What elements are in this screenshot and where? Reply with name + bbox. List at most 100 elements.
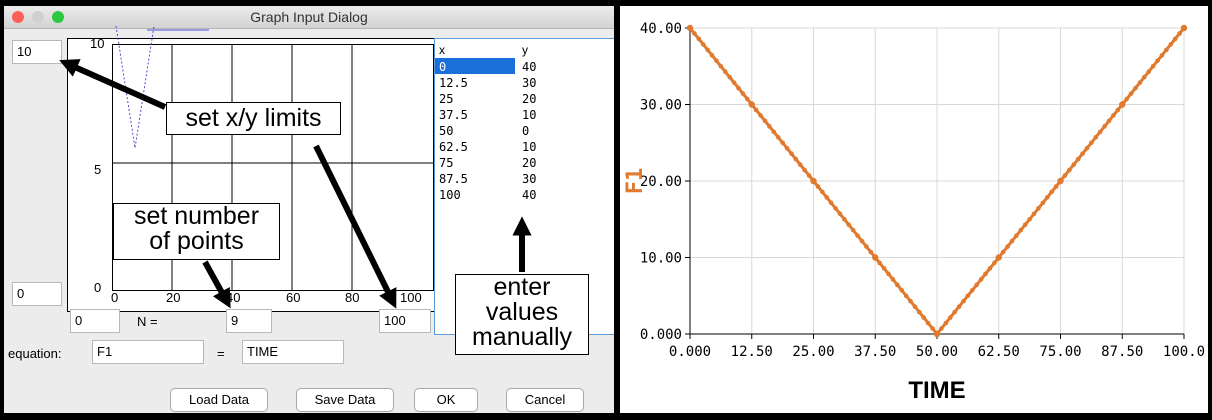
series-sample-dot [1106,118,1112,124]
x-tick-label: 75.00 [1039,344,1081,360]
series-sample-dot [1128,91,1134,96]
table-cell-y[interactable]: 20 [522,156,537,170]
series-sample-dot [1075,156,1081,162]
close-window-button[interactable] [12,11,24,23]
data-point [1057,177,1064,185]
series-sample-dot [784,145,790,151]
series-sample-dot [731,80,737,85]
series-sample-dot [864,244,869,249]
series-sample-dot [1093,134,1099,140]
series-sample-dot [969,287,975,293]
table-cell-y[interactable]: 10 [522,140,537,154]
series-sample-dot [767,124,772,129]
table-cell-x[interactable]: 100 [439,188,461,202]
table-cell-x[interactable]: 87.5 [439,172,468,186]
series-sample-dot [1040,200,1046,206]
x-axis-title: TIME [908,377,965,404]
series-sample-dot [1084,145,1090,151]
y-max-field[interactable]: 10 [12,40,62,64]
table-cell-x[interactable]: 0 [439,60,447,74]
n-points-field[interactable]: 9 [226,309,272,333]
equals-label: = [217,346,225,361]
table-cell-x[interactable]: 62.5 [439,140,468,154]
table-cell-y[interactable]: 30 [522,172,537,186]
equation-lhs-field[interactable]: F1 [92,340,204,364]
series-sample-dot [753,107,759,113]
y-tick-label: 30.00 [640,98,682,114]
save-data-button[interactable]: Save Data [296,388,394,412]
series-sample-dot [1014,233,1019,238]
callout-enter-line1: enter [493,273,551,301]
table-cell-x[interactable]: 75 [439,156,454,170]
table-cell-y[interactable]: 20 [522,92,537,106]
x-max-field[interactable]: 100 [379,309,431,333]
table-cell-x[interactable]: 25 [439,92,454,106]
x-tick-80: 80 [345,290,360,305]
table-cell-y[interactable]: 40 [522,60,537,74]
x-tick-label: 37.50 [854,344,896,360]
load-data-button[interactable]: Load Data [170,388,268,412]
series-sample-dot [806,173,812,178]
series-sample-dot [1071,162,1077,167]
series-sample-dot [709,53,715,58]
series-sample-dot [820,189,825,195]
data-point [933,330,941,338]
series-sample-dot [828,200,834,206]
equation-rhs-field[interactable]: TIME [242,340,344,364]
series-sample-dot [1164,47,1169,53]
series-sample-dot [886,271,891,277]
callout-set-points-line2: of points [149,227,244,255]
series-sample-dot [1080,151,1085,156]
arrow-to-y-max [59,59,167,110]
series-sample-dot [837,211,843,217]
series-sample-dot [1115,107,1121,113]
series-sample-dot [947,315,953,320]
series-sample-dot [700,42,706,47]
y-tick-label: 0.000 [640,327,682,343]
table-header-x: x [439,43,445,57]
y-axis-title: F1 [623,168,648,195]
y-tick-label: 40.00 [640,21,682,37]
series-sample-dot [1005,244,1010,249]
x-min-field[interactable]: 0 [70,309,120,333]
series-sample-dot [692,31,697,36]
table-cell-x[interactable]: 50 [439,124,454,138]
series-sample-dot [1009,238,1015,244]
series-sample-dot [881,266,887,271]
title-bar[interactable]: Graph Input Dialog [4,6,614,29]
series-sample-dot [961,298,966,304]
x-tick-0: 0 [111,290,119,305]
sketched-curve [115,25,209,149]
series-sample-dot [1168,42,1174,47]
series-sample-dot [758,113,763,118]
cancel-button[interactable]: Cancel [506,388,584,412]
x-tick-label: 62.50 [978,344,1020,360]
table-cell-x[interactable]: 12.5 [439,76,468,90]
callout-enter-line3: manually [471,323,573,351]
y-tick-label: 10.00 [640,251,682,267]
table-cell-y[interactable]: 10 [522,108,537,122]
x-tick-label: 25.00 [792,344,834,360]
series-sample-dot [925,320,931,326]
ok-button[interactable]: OK [414,388,478,412]
x-tick-label: 100.0 [1163,344,1205,360]
series-sample-dot [859,238,865,244]
table-cell-y[interactable]: 40 [522,188,537,202]
n-label: N = [137,314,158,329]
series-sample-dot [1172,36,1178,42]
graph-input-dialog: Graph Input Dialog 10 0 10 5 0 0 20 40 6… [4,6,614,413]
series-sample-dot [842,216,847,222]
table-header-y: y [522,43,528,57]
series-sample-dot [775,134,781,140]
x-tick-100: 100 [400,290,422,305]
series-sample-dot [1067,167,1072,173]
table-cell-x[interactable]: 37.5 [439,108,468,122]
series-sample-dot [855,233,860,238]
table-cell-y[interactable]: 0 [522,124,530,138]
series-sample-dot [1089,140,1094,146]
zoom-window-button[interactable] [52,11,64,23]
table-cell-y[interactable]: 30 [522,76,537,90]
minimize-window-button[interactable] [32,11,44,23]
y-min-field[interactable]: 0 [12,282,62,306]
series-sample-dot [793,156,799,162]
